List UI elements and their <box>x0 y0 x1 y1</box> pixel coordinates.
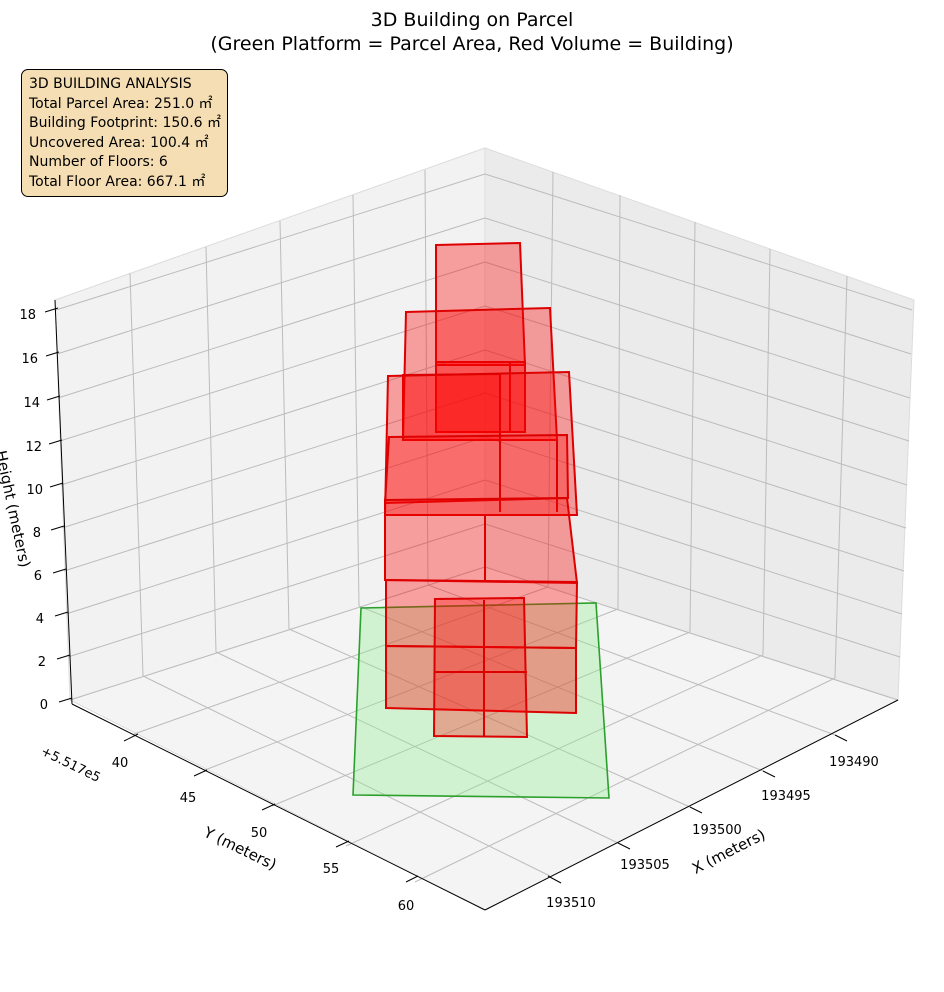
info-heading: 3D BUILDING ANALYSIS <box>29 76 192 92</box>
info-parcel-area: Total Parcel Area: 251.0 ㎡ <box>29 95 213 112</box>
z-tick-16: 16 <box>21 352 38 367</box>
y-tick-40: 40 <box>112 756 129 771</box>
axis-lines <box>54 299 899 911</box>
x-tick-193505: 193505 <box>620 858 670 873</box>
floor-4-front <box>383 433 570 505</box>
x-tick-193500: 193500 <box>692 823 742 838</box>
tick-marks <box>44 307 848 884</box>
building-volume <box>383 241 579 739</box>
floor-4 <box>383 370 579 516</box>
floor-3 <box>384 496 579 585</box>
y-tick-45: 45 <box>180 791 197 806</box>
z-axis-label: Height (meters) <box>0 449 34 569</box>
info-footprint: Building Footprint: 150.6 ㎡ <box>29 115 222 131</box>
z-tick-4: 4 <box>36 612 44 627</box>
z-tick-labels: 0 2 4 6 8 10 12 14 16 18 <box>19 308 48 713</box>
z-tick-18: 18 <box>19 308 36 323</box>
y-axis-label: Y (meters) <box>200 823 279 874</box>
gridlines <box>55 169 913 883</box>
floor-6-front <box>435 361 526 433</box>
chart-subtitle: (Green Platform = Parcel Area, Red Volum… <box>210 33 733 55</box>
parcel-platform <box>352 602 610 799</box>
z-tick-8: 8 <box>33 526 41 541</box>
x-tick-labels: 193490 193495 193500 193505 193510 <box>546 755 879 911</box>
y-tick-labels: 40 45 50 55 60 <box>112 756 415 914</box>
z-tick-10: 10 <box>26 483 43 498</box>
axes-panes <box>54 147 915 911</box>
info-uncovered-area: Uncovered Area: 100.4 ㎡ <box>29 134 209 151</box>
analysis-info-box: 3D BUILDING ANALYSIS Total Parcel Area: … <box>21 69 228 197</box>
y-axis-offset: +5.517e5 <box>38 744 102 786</box>
z-tick-6: 6 <box>34 569 42 584</box>
y-tick-50: 50 <box>251 826 268 841</box>
z-tick-12: 12 <box>25 440 42 455</box>
x-tick-193495: 193495 <box>761 789 811 804</box>
y-tick-55: 55 <box>323 862 340 877</box>
x-tick-193510: 193510 <box>546 896 596 911</box>
info-floor-area: Total Floor Area: 667.1 ㎡ <box>29 173 206 190</box>
y-tick-60: 60 <box>398 899 415 914</box>
base-front-wing <box>432 596 529 739</box>
x-tick-193490: 193490 <box>829 755 879 770</box>
z-tick-0: 0 <box>40 698 48 713</box>
info-floors: Number of Floors: 6 <box>29 154 168 170</box>
z-tick-2: 2 <box>38 655 46 670</box>
chart-title: 3D Building on Parcel <box>371 9 574 31</box>
z-tick-14: 14 <box>23 396 40 411</box>
